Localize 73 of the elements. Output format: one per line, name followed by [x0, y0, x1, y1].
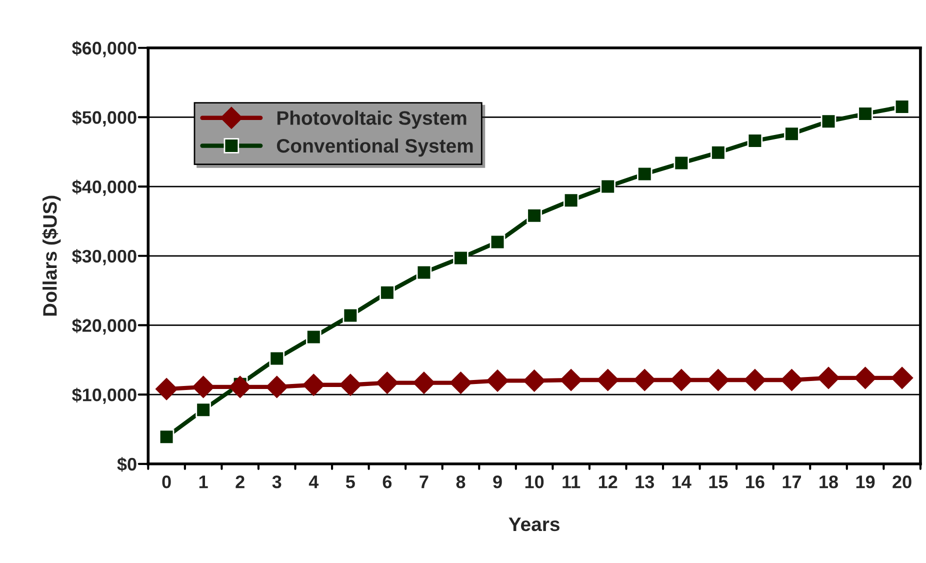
point [416, 264, 432, 280]
point [269, 350, 285, 366]
point [228, 376, 252, 398]
x-tick-label: 4 [308, 476, 319, 488]
point [302, 374, 325, 396]
point [710, 144, 726, 160]
x-tick-label: 12 [598, 476, 618, 488]
point [158, 429, 174, 445]
point [523, 370, 546, 392]
x-tick-label: 10 [525, 476, 544, 488]
point [596, 368, 620, 392]
y-tick-label: $30,000 [72, 249, 136, 266]
x-tick-label: 8 [456, 476, 466, 488]
x-tick-label: 3 [272, 476, 282, 488]
x-tick-label: 2 [236, 476, 244, 488]
x-tick-label: 1 [199, 476, 208, 488]
point [670, 368, 693, 392]
point [339, 374, 362, 396]
point [412, 372, 436, 394]
x-tick-label: 13 [636, 476, 654, 488]
x-tick-label: 11 [562, 476, 580, 488]
point [858, 106, 873, 122]
x-tick-label: 9 [493, 476, 502, 488]
x-tick-label: 20 [892, 476, 912, 488]
point [747, 133, 763, 148]
x-tick-label: 0 [162, 476, 171, 488]
x-tick-label: 15 [709, 476, 728, 488]
point [486, 370, 509, 392]
y-tick-label: $50,000 [72, 110, 136, 127]
point [784, 126, 800, 142]
point [780, 368, 803, 392]
point [820, 114, 836, 129]
point [380, 284, 395, 300]
point [563, 192, 579, 208]
point [490, 234, 506, 250]
point [854, 366, 876, 390]
point [306, 329, 322, 345]
point [890, 366, 914, 390]
y-tick-label: $40,000 [72, 180, 136, 196]
point [376, 372, 398, 394]
y-axis-title: Dollars ($US) [42, 196, 61, 316]
point [526, 208, 542, 224]
point [192, 376, 214, 398]
point [674, 155, 690, 171]
x-tick-label: 6 [382, 476, 392, 488]
legend-label: Photovoltaic System [277, 110, 466, 129]
x-tick-label: 7 [420, 476, 428, 488]
x-tick-label: 19 [856, 476, 875, 488]
y-tick-label: $10,000 [72, 388, 136, 404]
point [600, 178, 616, 194]
x-tick-label: 5 [346, 476, 355, 488]
x-tick-label: 17 [782, 476, 801, 488]
point [817, 366, 840, 390]
legend-label: Conventional System [276, 138, 473, 157]
point [894, 99, 910, 114]
y-tick-label: $20,000 [72, 318, 136, 335]
point [342, 308, 358, 324]
x-tick-label: 18 [820, 476, 838, 488]
point [744, 368, 766, 392]
x-tick-label: 16 [746, 476, 764, 488]
point [266, 376, 288, 398]
y-tick-label: $0 [117, 457, 136, 472]
point [196, 402, 211, 418]
point [155, 378, 178, 400]
y-tick-label: $60,000 [72, 40, 136, 58]
point [453, 250, 468, 266]
point [633, 368, 656, 392]
point [560, 368, 582, 392]
x-axis-title: Years [508, 518, 560, 532]
x-tick-label: 14 [672, 476, 692, 488]
point [450, 372, 472, 394]
point [636, 166, 652, 182]
point [707, 368, 730, 392]
